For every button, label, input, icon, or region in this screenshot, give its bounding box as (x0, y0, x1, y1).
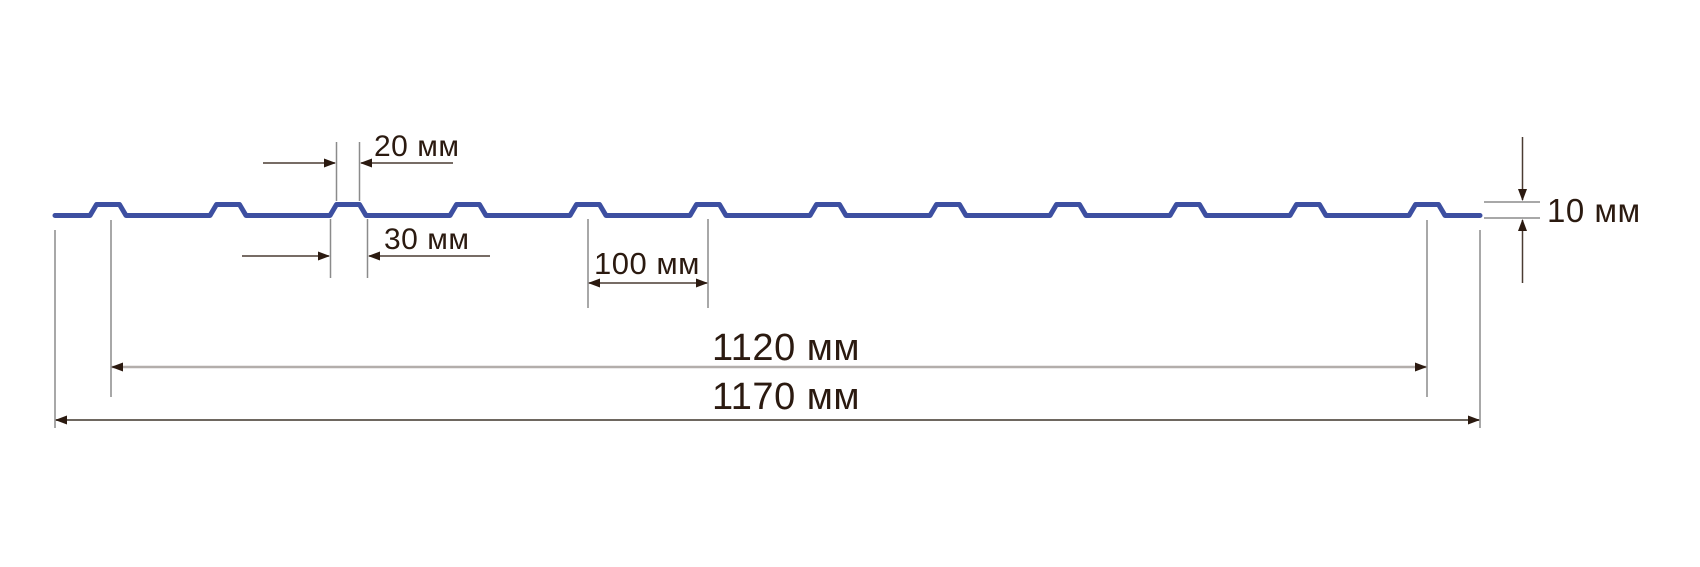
dim-working-width: 1120 мм (110, 220, 1428, 397)
dim-1120mm-label: 1120 мм (712, 327, 860, 369)
dim-30mm-label: 30 мм (384, 223, 469, 256)
dim-20mm-label: 20 мм (374, 130, 459, 163)
dim-overall-width: 1170 мм (54, 230, 1481, 428)
dim-sheet-height: 10 мм (1484, 137, 1641, 283)
sheet-profile-line (52, 202, 1483, 218)
dim-100mm-label: 100 мм (594, 246, 700, 281)
dim-rib-base-width: 30 мм (242, 219, 490, 278)
dim-rib-pitch: 100 мм (587, 219, 709, 308)
dim-1170mm-label: 1170 мм (712, 376, 860, 418)
dim-10mm-label: 10 мм (1547, 192, 1641, 229)
dim-rib-top-width: 20 мм (263, 130, 459, 201)
